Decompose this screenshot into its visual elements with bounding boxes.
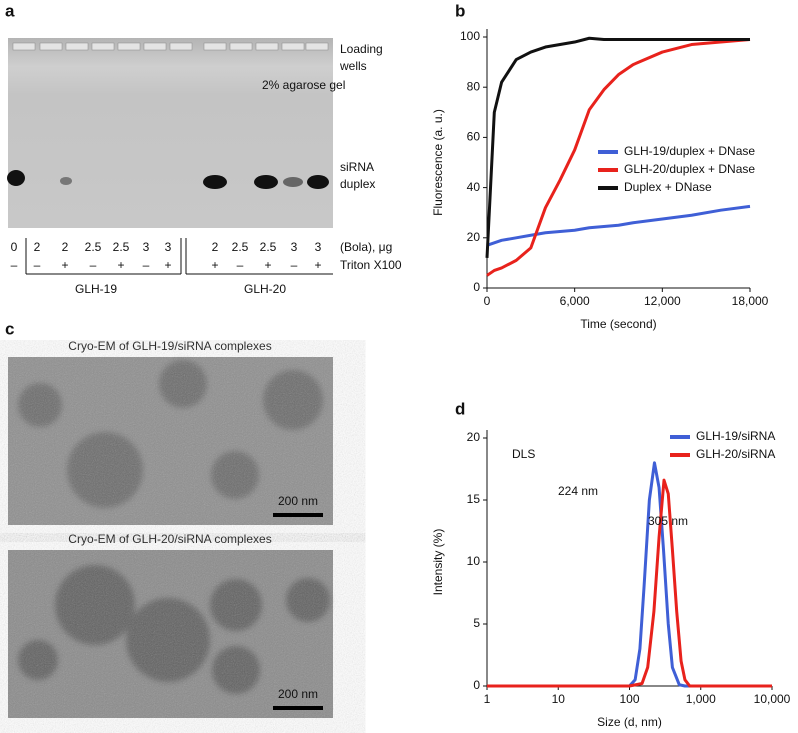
lane-triton: + <box>117 258 124 272</box>
triton-label: Triton X100 <box>340 258 402 272</box>
x-tick-label: 10,000 <box>754 692 791 706</box>
lane-bola: 2.5 <box>232 240 249 254</box>
legend-label: Duplex + DNase <box>624 180 712 194</box>
lane-bola: 2.5 <box>260 240 277 254</box>
group-label: GLH-19 <box>75 282 117 296</box>
lane-bola: 3 <box>143 240 150 254</box>
scale-bar <box>273 706 323 710</box>
image-noise <box>8 357 333 525</box>
x-tick-label: 100 <box>619 692 639 706</box>
image-noise <box>8 550 333 718</box>
lane-bola: 2 <box>34 240 41 254</box>
y-tick-label: 0 <box>473 280 480 294</box>
loading-wells: Loading <box>340 42 383 56</box>
lane-bola: 2 <box>62 240 69 254</box>
image-title: Cryo-EM of GLH-19/siRNA complexes <box>68 339 271 353</box>
legend-label: GLH-20/duplex + DNase <box>624 162 755 176</box>
lane-triton: + <box>61 258 68 272</box>
scale-bar-label: 200 nm <box>278 494 318 508</box>
lane-triton: – <box>143 258 150 272</box>
lane-triton: + <box>314 258 321 272</box>
y-tick-label: 80 <box>467 79 481 93</box>
lane-triton: + <box>264 258 271 272</box>
series-line <box>485 36 750 258</box>
legend-label: GLH-19/duplex + DNase <box>624 144 755 158</box>
lane-triton: – <box>237 258 244 272</box>
wells <box>12 42 329 51</box>
y-tick-label: 20 <box>467 430 481 444</box>
x-axis-label: Time (second) <box>580 317 656 331</box>
y-tick-label: 15 <box>467 492 481 506</box>
group-label: GLH-20 <box>244 282 286 296</box>
x-tick-label: 18,000 <box>732 294 769 308</box>
y-tick-label: 60 <box>467 130 481 144</box>
y-tick-label: 10 <box>467 554 481 568</box>
panel-label: c <box>5 319 14 338</box>
gel-image <box>8 38 333 228</box>
gel-bands <box>7 170 329 189</box>
y-tick-label: 0 <box>473 678 480 692</box>
series-line <box>487 478 772 688</box>
lane-bola: 2 <box>212 240 219 254</box>
lane-triton: + <box>211 258 218 272</box>
image-title: Cryo-EM of GLH-20/siRNA complexes <box>68 532 271 546</box>
lane-triton: – <box>90 258 97 272</box>
sirna-duplex: siRNA <box>340 160 374 174</box>
lane-bola: 3 <box>315 240 322 254</box>
panel-label: d <box>455 399 465 418</box>
y-tick-label: 100 <box>460 29 480 43</box>
annotation: 305 nm <box>648 514 688 528</box>
legend-label: GLH-20/siRNA <box>696 447 775 461</box>
scale-bar-label: 200 nm <box>278 687 318 701</box>
lane-triton: + <box>164 258 171 272</box>
lane-bola: 2.5 <box>85 240 102 254</box>
x-axis-label: Size (d, nm) <box>597 715 662 729</box>
chart-title: DLS <box>512 447 535 461</box>
x-tick-label: 1 <box>484 692 491 706</box>
x-tick-label: 6,000 <box>560 294 590 308</box>
lane-triton: – <box>291 258 298 272</box>
scale-bar <box>273 513 323 517</box>
series-line <box>486 204 751 247</box>
y-axis-label: Intensity (%) <box>431 529 445 596</box>
annotation: 224 nm <box>558 484 598 498</box>
loading-wells: wells <box>339 59 367 73</box>
lane-triton: – <box>11 258 18 272</box>
lane-bola: 3 <box>291 240 298 254</box>
y-tick-label: 40 <box>467 180 481 194</box>
legend-label: GLH-19/siRNA <box>696 429 775 443</box>
lane-bola: 0 <box>11 240 18 254</box>
series-line <box>487 461 772 688</box>
x-tick-label: 0 <box>484 294 491 308</box>
bola-label: (Bola), μg <box>340 240 392 254</box>
panel-label: b <box>455 1 465 20</box>
series-line <box>486 38 751 277</box>
x-tick-label: 10 <box>552 692 566 706</box>
lane-bola: 3 <box>165 240 172 254</box>
brackets <box>25 238 333 275</box>
lane-bola: 2.5 <box>113 240 130 254</box>
x-tick-label: 12,000 <box>644 294 681 308</box>
x-tick-label: 1,000 <box>686 692 716 706</box>
y-tick-label: 20 <box>467 230 481 244</box>
gel-note: 2% agarose gel <box>262 78 345 92</box>
sirna-duplex: duplex <box>340 177 375 191</box>
lane-triton: – <box>34 258 41 272</box>
y-tick-label: 5 <box>473 616 480 630</box>
y-axis-label: Fluorescence (a. u.) <box>431 109 445 216</box>
panel-label: a <box>5 1 15 20</box>
